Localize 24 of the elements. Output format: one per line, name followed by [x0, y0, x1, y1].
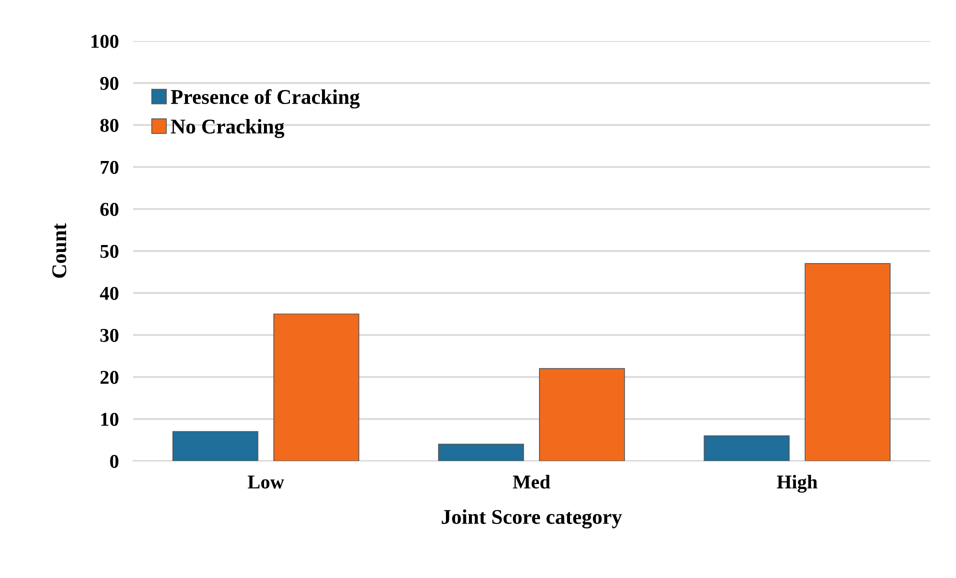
y-tick-label: 90: [100, 76, 118, 90]
y-tick-label: 20: [100, 370, 118, 384]
y-tick-label: 30: [100, 328, 118, 342]
bar: [172, 431, 258, 461]
bar: [438, 444, 524, 461]
x-axis-title: Joint Score category: [442, 509, 622, 528]
y-tick-label: 10: [101, 412, 118, 426]
y-tick-label: 60: [100, 202, 118, 216]
bar: [273, 314, 360, 461]
y-tick-label: 80: [100, 118, 118, 132]
x-tick-label: Low: [248, 476, 284, 489]
y-axis-title: Count: [52, 223, 66, 278]
legend-label: No Cracking: [170, 118, 284, 138]
legend-label: Presence of Cracking: [170, 89, 360, 108]
bar: [804, 263, 891, 461]
y-tick-label: 100: [92, 34, 118, 48]
x-tick-label: Med: [512, 474, 550, 489]
y-tick-label: 0: [110, 454, 118, 468]
bar: [704, 435, 790, 461]
bar: [539, 368, 625, 461]
x-tick-label: High: [776, 474, 818, 493]
y-tick-label: 50: [100, 244, 118, 258]
y-tick-label: 70: [100, 160, 118, 174]
y-tick-label: 40: [100, 286, 118, 300]
